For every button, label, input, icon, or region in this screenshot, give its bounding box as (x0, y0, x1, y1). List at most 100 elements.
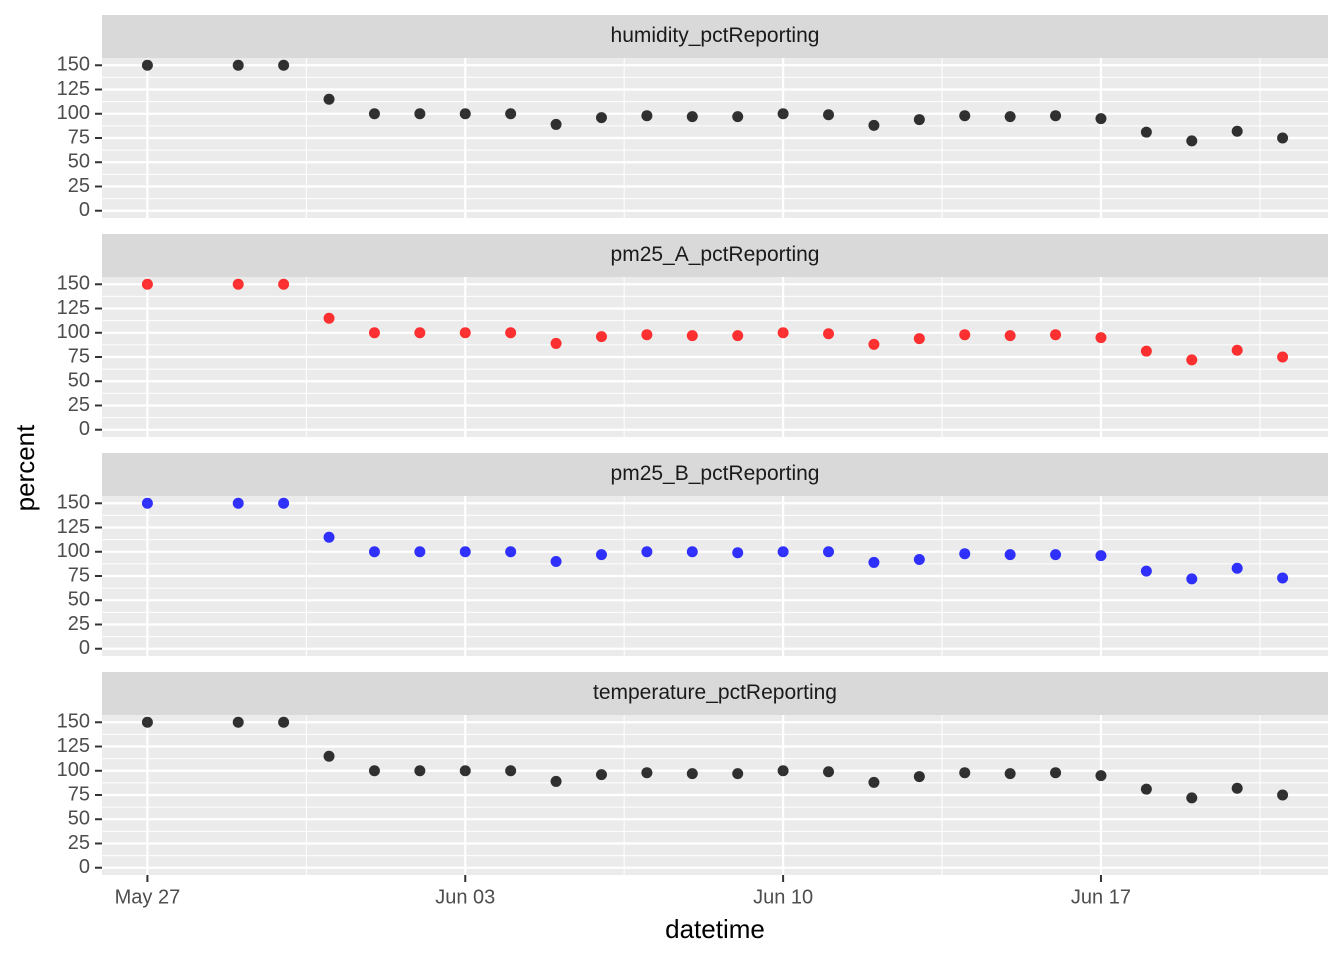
point (732, 547, 744, 559)
y-tick-label: 50 (68, 808, 90, 830)
point (595, 331, 607, 343)
point (368, 327, 380, 339)
y-tick-label: 50 (68, 589, 90, 611)
point (232, 497, 244, 509)
point (505, 546, 517, 558)
point (414, 108, 426, 120)
point (686, 111, 698, 123)
point (641, 110, 653, 122)
strip-text: pm25_A_pctReporting (611, 243, 820, 266)
point (323, 750, 335, 762)
point (1186, 573, 1198, 585)
x-tick-label: Jun 10 (753, 886, 813, 908)
strip (102, 15, 1328, 58)
point (232, 278, 244, 290)
y-tick-label: 0 (79, 199, 90, 221)
point (823, 546, 835, 558)
point (595, 549, 607, 561)
strip (102, 453, 1328, 496)
point (595, 112, 607, 124)
y-tick-label: 100 (57, 321, 90, 343)
point (868, 776, 880, 788)
point (686, 768, 698, 780)
y-tick-label: 75 (68, 783, 90, 805)
point (777, 765, 789, 777)
point (1095, 770, 1107, 782)
y-tick-label: 25 (68, 613, 90, 635)
strip-text: temperature_pctReporting (593, 681, 837, 704)
point (505, 327, 517, 339)
point (1231, 562, 1243, 574)
point (1231, 125, 1243, 137)
point (1095, 550, 1107, 562)
strip (102, 672, 1328, 715)
y-tick-label: 150 (57, 711, 90, 733)
point (1140, 126, 1152, 138)
x-tick-label: May 27 (115, 886, 181, 908)
y-tick-label: 25 (68, 175, 90, 197)
point (1004, 768, 1016, 780)
strip (102, 234, 1328, 277)
point (777, 108, 789, 120)
y-tick-label: 125 (57, 735, 90, 757)
point (459, 327, 471, 339)
point (913, 771, 925, 783)
point (278, 497, 290, 509)
point (959, 329, 971, 341)
point (1186, 354, 1198, 366)
point (278, 59, 290, 71)
y-tick-label: 0 (79, 856, 90, 878)
point (1004, 330, 1016, 342)
point (732, 768, 744, 780)
point (368, 765, 380, 777)
point (1050, 329, 1062, 341)
y-tick-label: 75 (68, 126, 90, 148)
y-axis-title: percent (10, 424, 40, 511)
point (823, 328, 835, 340)
point (368, 546, 380, 558)
point (1050, 767, 1062, 779)
strip-text: pm25_B_pctReporting (611, 462, 820, 485)
point (278, 278, 290, 290)
point (686, 546, 698, 558)
point (1231, 344, 1243, 356)
point (913, 114, 925, 126)
point (414, 546, 426, 558)
point (141, 59, 153, 71)
point (868, 119, 880, 131)
point (732, 330, 744, 342)
point (1277, 132, 1289, 144)
point (823, 109, 835, 121)
point (777, 546, 789, 558)
point (550, 555, 562, 567)
point (323, 93, 335, 105)
point (141, 278, 153, 290)
point (1140, 345, 1152, 357)
point (278, 716, 290, 728)
y-tick-label: 50 (68, 370, 90, 392)
y-tick-label: 0 (79, 637, 90, 659)
x-axis-title: datetime (665, 914, 765, 944)
point (913, 554, 925, 566)
point (141, 716, 153, 728)
y-tick-label: 25 (68, 394, 90, 416)
point (323, 312, 335, 324)
y-tick-label: 100 (57, 540, 90, 562)
y-tick-label: 150 (57, 54, 90, 76)
y-tick-label: 150 (57, 273, 90, 295)
point (1095, 113, 1107, 125)
point (732, 111, 744, 123)
point (505, 765, 517, 777)
point (414, 327, 426, 339)
x-tick-label: Jun 17 (1071, 886, 1131, 908)
point (1277, 351, 1289, 363)
point (868, 338, 880, 350)
y-tick-label: 75 (68, 564, 90, 586)
point (1140, 565, 1152, 577)
point (414, 765, 426, 777)
point (641, 767, 653, 779)
point (686, 330, 698, 342)
point (1004, 549, 1016, 561)
point (959, 548, 971, 560)
